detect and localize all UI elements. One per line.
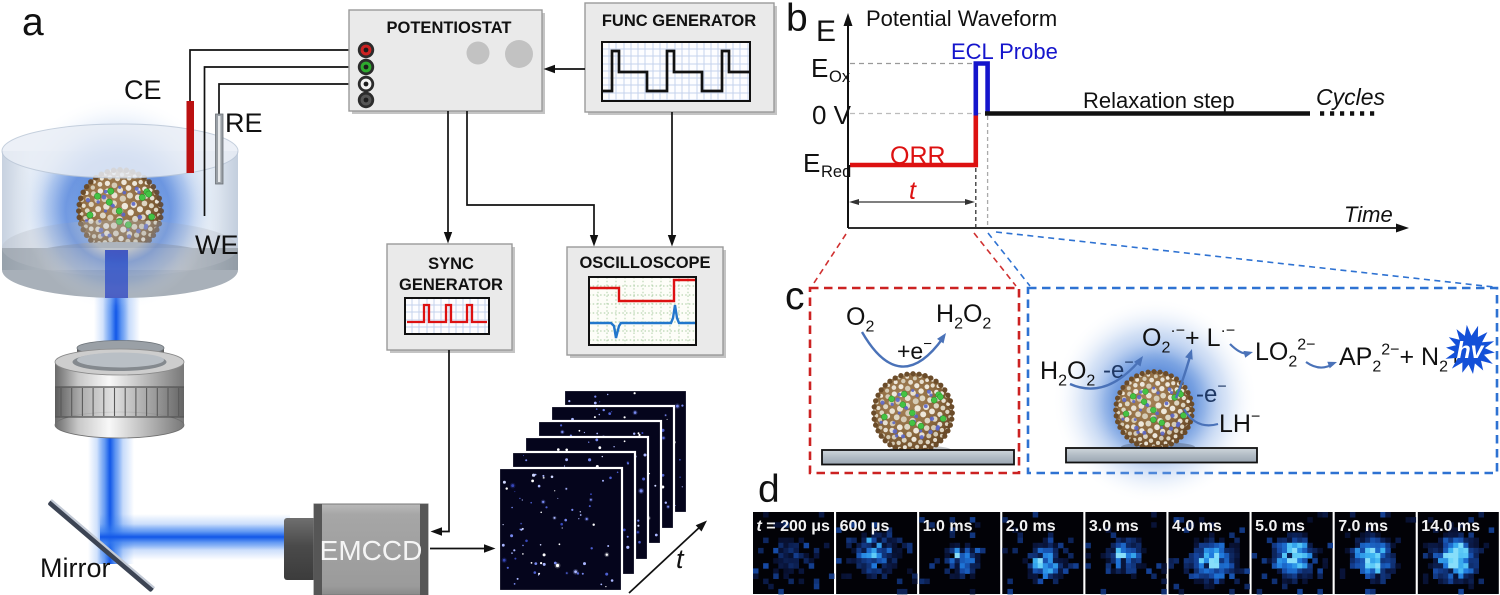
svg-text:+e−: +e− [897, 336, 932, 365]
svg-text:Potential Waveform: Potential Waveform [866, 6, 1057, 31]
svg-text:4.0 ms: 4.0 ms [1172, 518, 1222, 535]
svg-text:Cycles: Cycles [1316, 84, 1386, 110]
svg-text:d: d [758, 468, 780, 511]
svg-text:Ox: Ox [829, 68, 851, 86]
svg-text:SYNC: SYNC [428, 255, 474, 273]
svg-text:ORR: ORR [890, 142, 946, 170]
svg-text:POTENTIOSTAT: POTENTIOSTAT [387, 19, 512, 37]
svg-text:-e−: -e− [1103, 355, 1134, 385]
svg-text:14.0 ms: 14.0 ms [1421, 518, 1480, 535]
svg-text:H2O2: H2O2 [1040, 357, 1095, 390]
svg-text:WE: WE [195, 230, 239, 260]
svg-text:hv: hv [1457, 337, 1485, 363]
svg-text:t = 200 μs: t = 200 μs [757, 518, 830, 535]
svg-text:E: E [816, 15, 836, 48]
svg-text:FUNC GENERATOR: FUNC GENERATOR [602, 12, 756, 30]
svg-text:OSCILLOSCOPE: OSCILLOSCOPE [579, 254, 710, 272]
svg-text:Red: Red [821, 163, 851, 181]
svg-text:EMCCD: EMCCD [320, 535, 423, 566]
svg-text:1.0 ms: 1.0 ms [923, 518, 973, 535]
svg-text:H2O2: H2O2 [936, 300, 991, 333]
svg-text:5.0 ms: 5.0 ms [1255, 518, 1305, 535]
svg-text:LH−: LH− [1219, 409, 1260, 439]
svg-text:Relaxation step: Relaxation step [1083, 88, 1235, 113]
svg-text:0 V: 0 V [812, 100, 852, 130]
svg-text:LO22−: LO22− [1255, 337, 1316, 371]
svg-text:3.0 ms: 3.0 ms [1089, 518, 1139, 535]
svg-text:Mirror: Mirror [40, 553, 110, 583]
svg-text:O2·−+ L·−: O2·−+ L·− [1142, 323, 1235, 357]
svg-text:a: a [22, 1, 44, 44]
svg-text:GENERATOR: GENERATOR [399, 276, 503, 294]
svg-text:E: E [811, 53, 828, 83]
svg-text:-e−: -e− [1196, 379, 1227, 409]
svg-text:RE: RE [225, 108, 263, 138]
svg-text:ECL Probe: ECL Probe [951, 39, 1058, 64]
svg-text:Time: Time [1344, 202, 1393, 227]
svg-text:t: t [676, 544, 685, 574]
svg-text:600 μs: 600 μs [840, 518, 890, 535]
svg-text:O2: O2 [846, 303, 874, 336]
svg-text:2.0 ms: 2.0 ms [1006, 518, 1056, 535]
svg-text:b: b [786, 0, 808, 40]
svg-text:CE: CE [124, 75, 162, 105]
svg-text:c: c [785, 275, 805, 318]
svg-text:t: t [909, 177, 917, 205]
svg-text:7.0 ms: 7.0 ms [1338, 518, 1388, 535]
svg-text:E: E [803, 148, 820, 178]
